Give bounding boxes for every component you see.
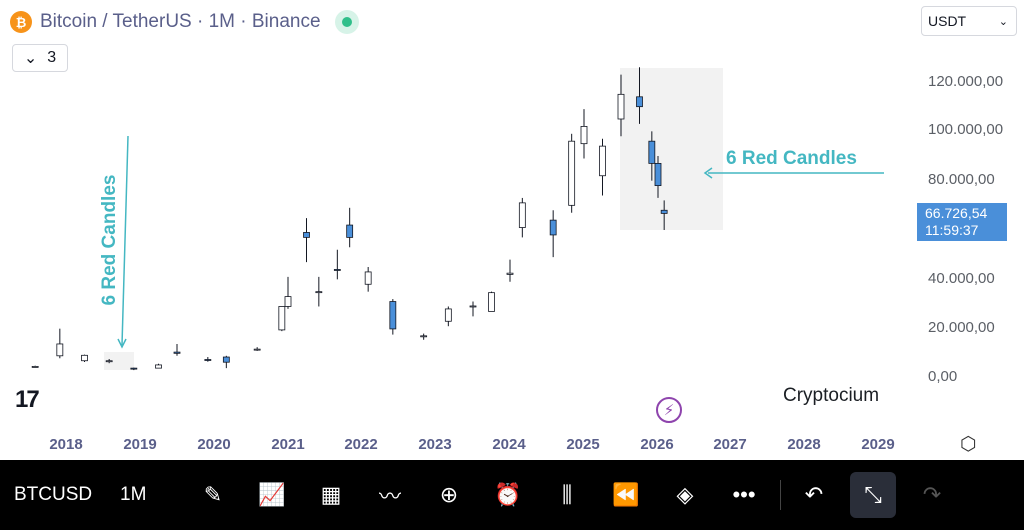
price-axis-label: 120.000,00	[928, 73, 1004, 90]
highlight-zone	[104, 352, 134, 370]
candle-down	[204, 359, 212, 361]
candle-up	[31, 366, 39, 368]
candle-up	[568, 140, 576, 206]
candle-down	[303, 232, 310, 238]
candle-up	[444, 308, 452, 322]
candle-down	[636, 96, 643, 108]
time-axis-label: 2025	[566, 436, 600, 453]
candle-down	[549, 219, 557, 236]
toolbar-interval[interactable]: 1M	[120, 484, 147, 505]
candle-up	[518, 202, 526, 228]
candle-up	[253, 348, 261, 351]
candle-down	[222, 356, 230, 363]
bar-countdown: 11:59:37	[925, 222, 979, 238]
indicators-icon[interactable]: 📈	[258, 482, 286, 507]
price-axis-label: 0,00	[928, 368, 958, 385]
candle-up	[469, 305, 477, 308]
highlight-zone	[620, 68, 723, 230]
candle-down	[130, 367, 138, 370]
toolbar-symbol[interactable]: BTCUSD	[14, 484, 93, 505]
time-axis-label: 2021	[271, 436, 305, 453]
candle-up	[81, 354, 88, 362]
time-axis-label: 2018	[49, 436, 83, 453]
candle-down	[173, 351, 181, 354]
undo-icon[interactable]: ↶	[804, 482, 824, 507]
market-status-icon[interactable]	[334, 10, 359, 34]
price-axis-label: 40.000,00	[928, 270, 995, 287]
rewind-icon[interactable]: ⏪	[612, 482, 640, 507]
time-axis-label: 2026	[640, 436, 674, 453]
candle-up	[506, 272, 514, 275]
lightning-icon[interactable]: ⚡	[656, 397, 682, 423]
time-axis-label: 2029	[861, 436, 895, 453]
time-axis-label: 2020	[197, 436, 231, 453]
annotation-arrow	[121, 135, 129, 346]
currency-select[interactable]: USDT ⌄	[921, 6, 1017, 36]
settings-icon[interactable]: ⬡	[960, 434, 977, 455]
replay-candles-icon[interactable]: ⫼	[561, 482, 573, 507]
layers-icon[interactable]: ◈	[676, 482, 694, 507]
chevron-down-icon: ⌄	[998, 15, 1008, 28]
candle-up	[105, 360, 113, 363]
candle-up	[364, 271, 372, 285]
chevron-down-icon: ⌄	[23, 50, 38, 67]
compress-icon[interactable]: ⤡	[850, 472, 896, 518]
symbol-title[interactable]: Bitcoin / TetherUS · 1M · Binance	[40, 11, 321, 32]
candle-up	[56, 343, 64, 357]
currency-value: USDT	[928, 13, 967, 29]
alert-icon[interactable]: ⏰	[494, 482, 522, 507]
candle-up	[278, 306, 286, 331]
last-price-tag: 66.726,54 11:59:37	[917, 203, 1007, 241]
time-axis-label: 2027	[713, 436, 747, 453]
annotation-arrowhead	[117, 338, 127, 349]
price-axis-label: 100.000,00	[928, 121, 1004, 138]
time-axis-label: 2019	[123, 436, 157, 453]
annotation-arrowhead	[703, 167, 713, 179]
candle-up	[488, 292, 495, 312]
pen-icon[interactable]: ✎	[203, 482, 223, 507]
candle-up	[617, 93, 625, 120]
add-icon[interactable]: ⊕	[439, 482, 459, 507]
price-axis-label: 80.000,00	[928, 171, 995, 188]
templates-icon[interactable]: ▦	[320, 482, 342, 507]
time-axis-label: 2023	[418, 436, 452, 453]
tradingview-logo[interactable]: 17	[15, 386, 40, 413]
bitcoin-icon: ₿	[10, 11, 32, 33]
bottom-toolbar: BTCUSD 1M ✎ 📈 ▦ 〰 ⊕ ⏰ ⫼ ⏪ ◈ ••• ↶ ⤡ ↷	[0, 460, 1024, 530]
indicator-count: 3	[47, 49, 57, 66]
candle-down	[660, 209, 668, 214]
candle-up	[315, 291, 323, 294]
candle-down	[346, 224, 354, 238]
candlestick-chart[interactable]	[0, 0, 915, 460]
last-price: 66.726,54	[925, 205, 988, 221]
toolbar-divider	[780, 480, 781, 510]
more-icon[interactable]: •••	[732, 482, 756, 507]
annotation-text-right[interactable]: 6 Red Candles	[726, 148, 857, 169]
candle-up	[155, 364, 162, 369]
time-axis-label: 2024	[492, 436, 526, 453]
candle-down	[389, 301, 397, 330]
symbol-header[interactable]: ₿ Bitcoin / TetherUS · 1M · Binance	[10, 8, 359, 36]
candle-up	[580, 126, 588, 145]
candle-up	[420, 335, 428, 338]
annotation-text-left[interactable]: 6 Red Candles	[99, 174, 120, 306]
redo-icon[interactable]: ↷	[922, 482, 942, 507]
candle-up	[599, 145, 606, 177]
candle-up	[284, 296, 292, 307]
price-axis-label: 20.000,00	[928, 319, 995, 336]
candle-down	[648, 140, 656, 164]
compare-icon[interactable]: 〰	[378, 484, 401, 509]
watermark: Cryptocium	[783, 385, 880, 406]
candle-down	[654, 162, 662, 186]
indicators-collapse-button[interactable]: ⌄ 3	[12, 44, 68, 72]
candle-down	[333, 269, 341, 271]
time-axis-label: 2028	[787, 436, 821, 453]
time-axis-label: 2022	[344, 436, 378, 453]
